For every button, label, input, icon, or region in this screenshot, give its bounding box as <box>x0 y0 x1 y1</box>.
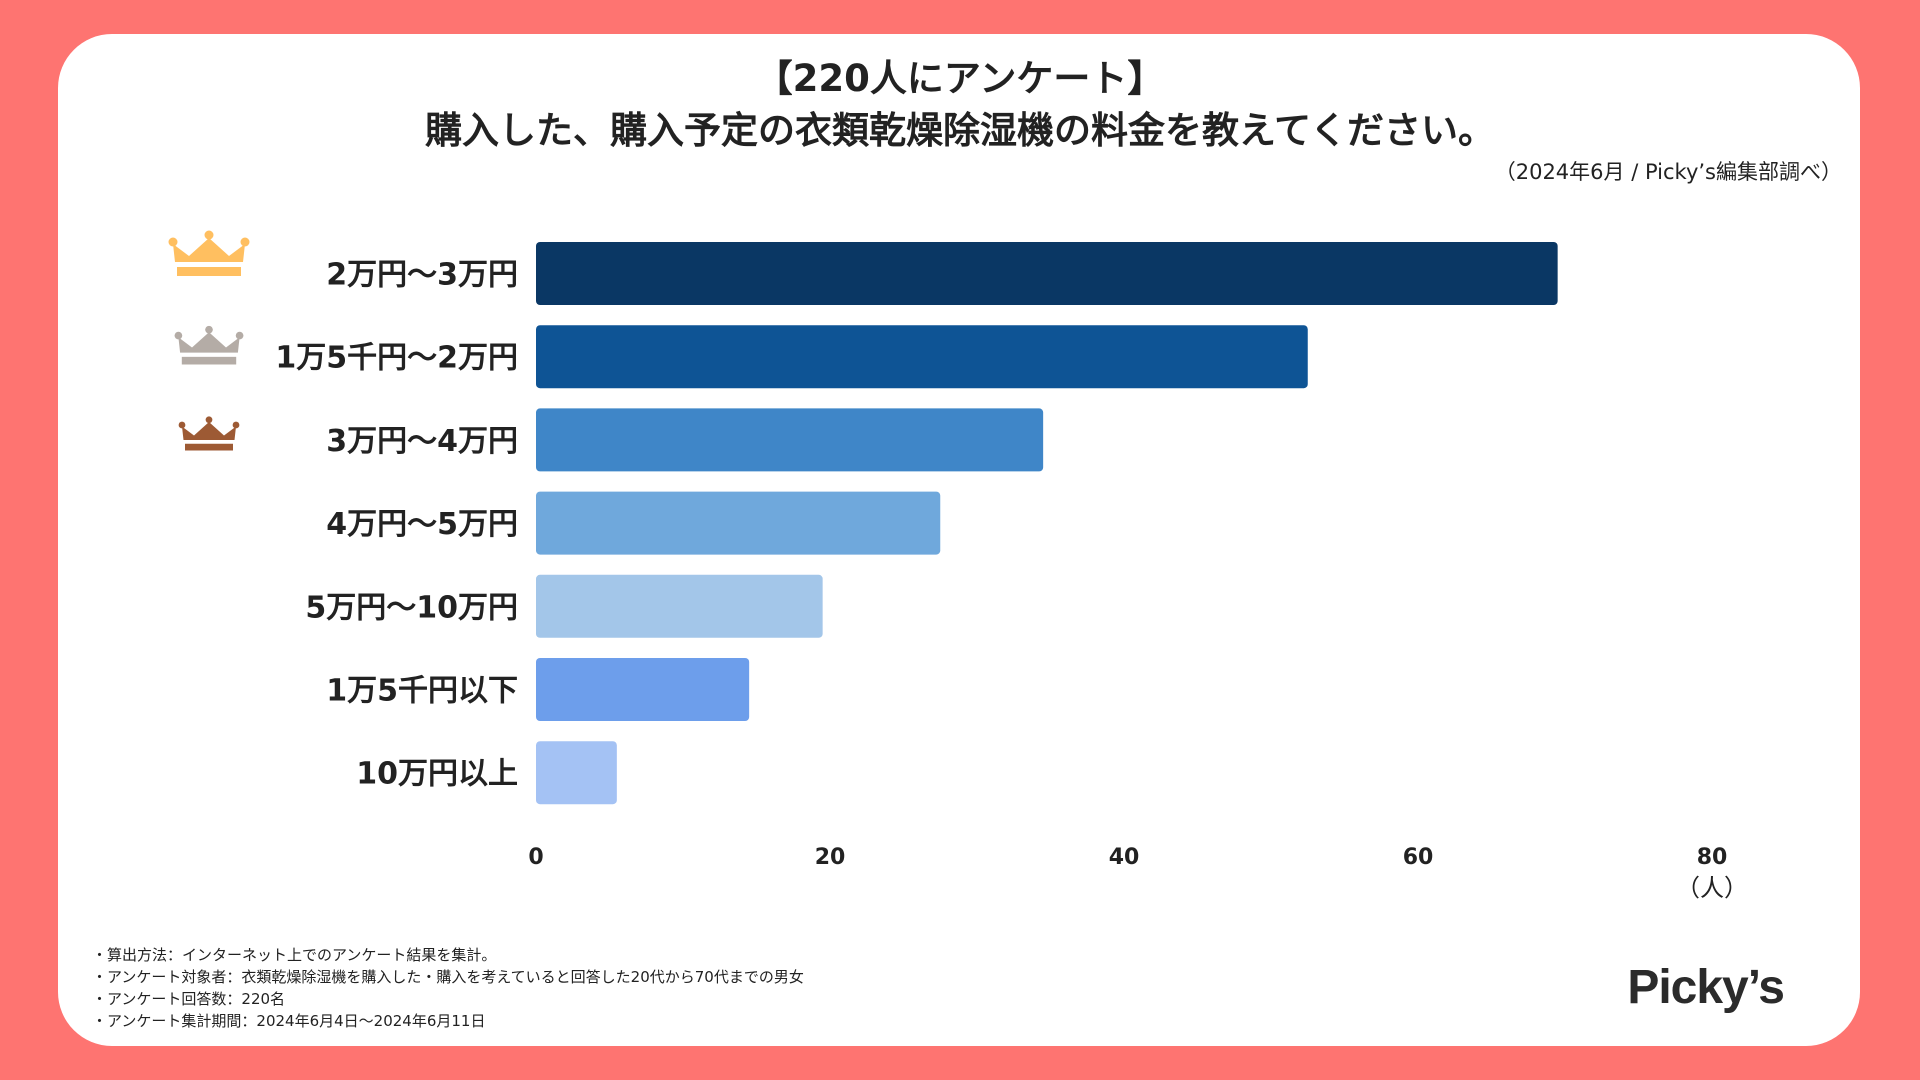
x-tick-label: 0 <box>528 845 543 870</box>
chart-card <box>58 34 1860 1046</box>
bar-1 <box>536 242 1558 305</box>
crown-jewel <box>168 237 178 247</box>
x-tick-label: 40 <box>1109 845 1140 870</box>
crown-base <box>177 267 241 276</box>
crown-jewel <box>178 421 186 429</box>
silver-crown-icon <box>174 325 244 365</box>
crown-body <box>178 332 240 353</box>
crown-base <box>185 443 233 451</box>
category-label: 3万円～4万円 <box>326 424 518 459</box>
chart-title-line1: 【220人にアンケート】 <box>755 57 1165 100</box>
bar-4 <box>536 491 941 555</box>
category-label: 2万円～3万円 <box>326 258 518 293</box>
note-period: ・アンケート集計期間：2024年6月4日～2024年6月11日 <box>92 1012 486 1030</box>
crown-jewel <box>204 230 214 240</box>
category-label: 4万円～5万円 <box>326 507 518 542</box>
crown-body <box>182 422 236 440</box>
crown-jewel <box>205 325 213 334</box>
crown-jewel <box>232 421 240 429</box>
bar-6 <box>536 658 750 721</box>
note-count: ・アンケート回答数：220名 <box>92 990 286 1008</box>
x-tick-label: 60 <box>1403 845 1434 870</box>
bar-7 <box>536 741 617 805</box>
note-method: ・算出方法：インターネット上でのアンケート結果を集計。 <box>92 946 497 964</box>
bronze-crown-icon <box>178 416 240 451</box>
bar-5 <box>536 574 823 638</box>
crown-jewel <box>235 331 244 340</box>
bar-3 <box>536 408 1044 472</box>
x-axis-unit-label: （人） <box>1676 874 1748 902</box>
crown-jewel <box>174 331 183 340</box>
chart-title-line2: 購入した、購入予定の衣類乾燥除湿機の料金を教えてください。 <box>424 109 1496 152</box>
category-label: 10万円以上 <box>356 757 518 792</box>
crown-jewel <box>240 237 250 247</box>
note-target: ・アンケート対象者：衣類乾燥除湿機を購入した・購入を考えていると回答した20代か… <box>92 968 804 986</box>
pickys-logo: Picky’s <box>1627 961 1785 1014</box>
crown-base <box>181 356 237 365</box>
bar-2 <box>536 325 1308 389</box>
source-note: （2024年6月 / Picky’s編集部調べ） <box>1494 160 1842 184</box>
x-tick-label: 80 <box>1697 845 1728 870</box>
survey-notes: ・算出方法：インターネット上でのアンケート結果を集計。 ・アンケート対象者：衣類… <box>92 944 804 1032</box>
category-label: 1万5千円以下 <box>326 674 518 709</box>
gold-crown-icon <box>168 230 250 276</box>
category-label: 1万5千円～2万円 <box>275 341 518 376</box>
x-tick-label: 20 <box>815 845 846 870</box>
crown-body <box>173 238 245 262</box>
crown-jewel <box>205 416 213 424</box>
category-label: 5万円～10万円 <box>305 590 518 625</box>
